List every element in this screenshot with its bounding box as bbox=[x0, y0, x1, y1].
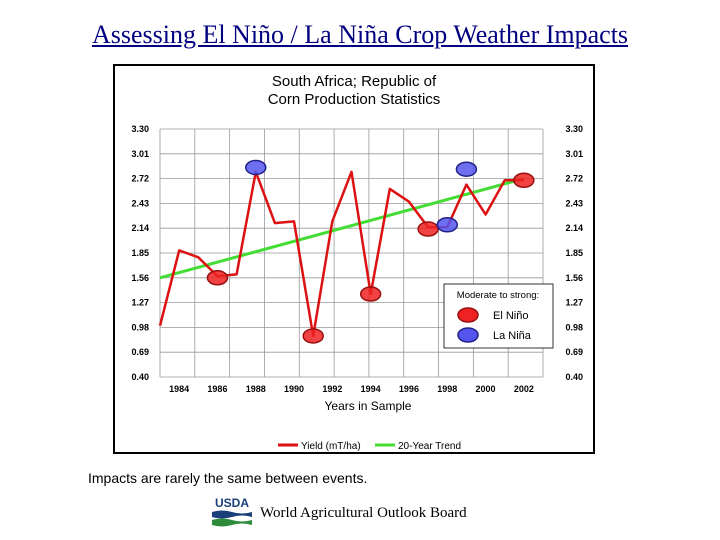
x-tick-label: 1988 bbox=[246, 384, 266, 394]
x-tick-label: 1992 bbox=[322, 384, 342, 394]
x-axis-label: Years in Sample bbox=[325, 399, 412, 413]
x-tick-label: 1996 bbox=[399, 384, 419, 394]
el-nino-marker bbox=[513, 172, 535, 189]
y-tick-label-right: 1.85 bbox=[565, 248, 583, 258]
inset-legend-heading: Moderate to strong: bbox=[457, 290, 539, 301]
y-tick-label-right: 0.98 bbox=[565, 322, 583, 332]
y-tick-label-right: 1.27 bbox=[565, 298, 583, 308]
footer: USDA World Agricultural Outlook Board bbox=[212, 496, 467, 530]
inset-legend-la-nina-marker bbox=[457, 327, 479, 343]
x-tick-label: 1984 bbox=[169, 384, 189, 394]
y-tick-label-left: 1.56 bbox=[131, 273, 149, 283]
y-tick-label-right: 1.56 bbox=[565, 273, 583, 283]
series-line-trend bbox=[159, 177, 525, 280]
legend-label-trend: 20-Year Trend bbox=[398, 441, 461, 452]
chart-title: South Africa; Republic of bbox=[272, 73, 437, 90]
inset-legend-la-nina-label: La Niña bbox=[493, 330, 532, 342]
y-tick-label-left: 1.85 bbox=[131, 248, 149, 258]
y-tick-label-left: 3.01 bbox=[131, 149, 149, 159]
y-tick-label-left: 2.72 bbox=[131, 174, 149, 184]
la-nina-marker bbox=[455, 161, 478, 177]
x-tick-label: 2002 bbox=[514, 384, 534, 394]
y-tick-label-left: 0.98 bbox=[131, 322, 149, 332]
slide-title: Assessing El Niño / La Niña Crop Weather… bbox=[91, 20, 629, 49]
x-tick-label: 1998 bbox=[437, 384, 457, 394]
y-tick-label-right: 2.43 bbox=[565, 198, 583, 208]
x-tick-label: 1986 bbox=[207, 384, 227, 394]
y-tick-label-left: 2.43 bbox=[131, 198, 149, 208]
y-tick-label-left: 2.14 bbox=[131, 223, 149, 233]
chart-subtitle: Corn Production Statistics bbox=[268, 91, 441, 108]
svg-text:USDA: USDA bbox=[215, 496, 249, 510]
el-nino-marker bbox=[359, 286, 382, 302]
y-tick-label-right: 0.40 bbox=[565, 372, 583, 382]
footer-text: World Agricultural Outlook Board bbox=[260, 504, 467, 521]
x-tick-label: 2000 bbox=[476, 384, 496, 394]
y-tick-label-right: 3.30 bbox=[565, 124, 583, 134]
el-nino-marker bbox=[417, 221, 439, 237]
y-tick-label-right: 3.01 bbox=[565, 149, 583, 159]
y-tick-label-right: 0.69 bbox=[565, 347, 583, 357]
y-tick-label-right: 2.14 bbox=[565, 223, 583, 233]
la-nina-marker bbox=[436, 217, 458, 233]
usda-logo: USDA bbox=[212, 496, 252, 527]
y-tick-label-left: 3.30 bbox=[131, 124, 149, 134]
chart-frame: South Africa; Republic of Corn Production… bbox=[113, 64, 595, 454]
el-nino-marker bbox=[206, 270, 229, 286]
legend-label-yield: Yield (mT/ha) bbox=[301, 441, 361, 452]
x-tick-label: 1994 bbox=[361, 384, 381, 394]
caption: Impacts are rarely the same between even… bbox=[88, 470, 368, 486]
el-nino-marker bbox=[302, 328, 324, 344]
la-nina-marker bbox=[245, 159, 267, 176]
y-tick-label-left: 0.69 bbox=[131, 347, 149, 357]
y-tick-label-left: 1.27 bbox=[131, 298, 149, 308]
inset-legend-el-nino-marker bbox=[457, 307, 479, 323]
x-tick-label: 1990 bbox=[284, 384, 304, 394]
inset-legend-el-nino-label: El Niño bbox=[493, 310, 528, 322]
y-tick-label-right: 2.72 bbox=[565, 174, 583, 184]
y-tick-label-left: 0.40 bbox=[131, 372, 149, 382]
